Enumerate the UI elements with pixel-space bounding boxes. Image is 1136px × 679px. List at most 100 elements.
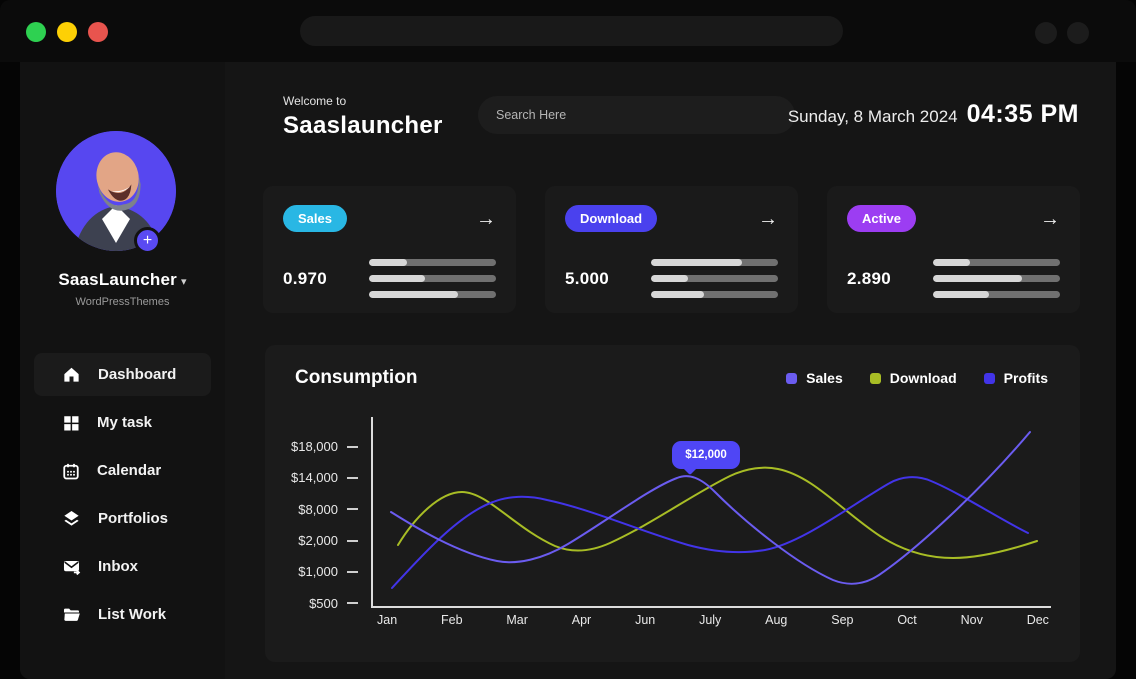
sales-series-line — [390, 431, 1031, 585]
sidebar-item-portfolios[interactable]: Portfolios — [34, 497, 211, 540]
progress-bar — [933, 291, 1060, 298]
progress-bar — [651, 291, 778, 298]
stat-value: 2.890 — [847, 268, 892, 288]
stat-cards: Sales → 0.970 Download — [263, 186, 1080, 313]
download-series-line — [397, 466, 1038, 560]
window-control-green-icon[interactable] — [26, 22, 46, 42]
main-content: Welcome to Saaslauncher Sunday, 8 March … — [225, 62, 1116, 679]
progress-bar — [369, 275, 496, 282]
x-axis-labels: Jan Feb Mar Apr Jun July Aug Sep Oct Nov… — [377, 613, 1049, 627]
status-badge: Sales — [283, 205, 347, 232]
progress-bar — [369, 291, 496, 298]
sidebar-item-label: Portfolios — [98, 510, 168, 527]
sidebar-item-label: My task — [97, 414, 153, 431]
x-tick-label: Mar — [506, 613, 528, 627]
y-tick-label: $8,000 — [298, 501, 338, 517]
chevron-down-icon[interactable]: ▾ — [180, 276, 187, 288]
sidebar-item-label: Calendar — [97, 462, 162, 479]
y-tick — [347, 570, 358, 573]
sidebar-item-my-task[interactable]: My task — [34, 401, 211, 444]
chart-title: Consumption — [295, 367, 418, 388]
y-tick — [347, 476, 358, 479]
x-tick-label: Nov — [960, 613, 983, 627]
arrow-right-icon[interactable]: → — [476, 207, 496, 230]
sidebar-item-list-work[interactable]: List Work — [34, 593, 211, 636]
home-icon — [64, 367, 79, 382]
plus-icon: + — [142, 232, 153, 249]
x-tick-label: Oct — [897, 613, 917, 627]
arrow-right-icon[interactable]: → — [758, 207, 778, 230]
status-badge: Download — [565, 205, 658, 232]
legend-item-profits[interactable]: Profits — [983, 370, 1048, 386]
y-tick-label: $2,000 — [298, 533, 338, 549]
browser-extension-icon[interactable] — [1035, 22, 1057, 44]
progress-bar — [651, 275, 778, 282]
stat-card-active: Active → 2.890 — [827, 186, 1080, 313]
date-text: Sunday, 8 March 2024 — [787, 107, 958, 126]
grid-icon — [64, 415, 79, 430]
y-tick — [347, 445, 358, 448]
window-control-yellow-icon[interactable] — [57, 22, 77, 42]
sidebar-item-label: Inbox — [98, 558, 138, 575]
sidebar-item-label: List Work — [98, 606, 167, 623]
sidebar-item-label: Dashboard — [98, 366, 177, 383]
avatar[interactable]: + — [56, 131, 176, 254]
legend-color-dot — [869, 372, 881, 384]
browser-profile-icon[interactable] — [1067, 22, 1089, 44]
app-window: + SaasLauncher ▾ WordPressThemes Dashboar… — [20, 62, 1116, 679]
layers-icon — [64, 510, 79, 526]
progress-bars — [933, 259, 1060, 298]
progress-bars — [651, 259, 778, 298]
legend-item-download[interactable]: Download — [869, 370, 957, 386]
status-badge: Active — [847, 205, 917, 232]
folder-icon — [63, 608, 80, 621]
stat-value: 0.970 — [283, 268, 328, 288]
progress-bar — [933, 275, 1060, 282]
x-tick-label: Feb — [441, 613, 463, 627]
consumption-chart-card: Consumption Sales Download Profits — [265, 345, 1080, 662]
arrow-right-icon[interactable]: → — [1040, 207, 1060, 230]
progress-bar — [933, 259, 1060, 266]
search-bar — [478, 96, 795, 134]
stat-card-download: Download → 5.000 — [545, 186, 798, 313]
y-tick-label: $14,000 — [291, 470, 338, 486]
sidebar: + SaasLauncher ▾ WordPressThemes Dashboar… — [20, 62, 225, 679]
legend-color-dot — [786, 372, 798, 384]
progress-bar — [651, 259, 778, 266]
x-tick-label: July — [699, 613, 722, 627]
datetime: Sunday, 8 March 2024 04:35 PM — [788, 100, 1079, 129]
y-tick-label: $1,000 — [298, 564, 338, 580]
stat-card-sales: Sales → 0.970 — [263, 186, 516, 313]
search-input[interactable] — [478, 96, 795, 134]
sidebar-item-calendar[interactable]: Calendar — [34, 449, 211, 492]
page-title: Saaslauncher — [283, 112, 443, 139]
browser-chrome — [0, 0, 1136, 62]
line-chart — [371, 417, 1051, 608]
welcome-text: Welcome to — [283, 94, 347, 108]
chart-tooltip: $12,000 — [672, 441, 740, 469]
x-tick-label: Apr — [571, 613, 592, 627]
chart-legend: Sales Download Profits — [786, 370, 1048, 386]
window-control-red-icon[interactable] — [88, 22, 108, 42]
sidebar-item-dashboard[interactable]: Dashboard — [34, 353, 211, 396]
stat-value: 5.000 — [565, 268, 610, 288]
progress-bar — [369, 259, 496, 266]
add-profile-button[interactable]: + — [134, 227, 161, 254]
x-tick-label: Aug — [765, 613, 788, 627]
profits-series-line — [391, 476, 1029, 589]
progress-bars — [369, 259, 496, 298]
envelope-arrow-icon — [63, 560, 81, 576]
legend-item-sales[interactable]: Sales — [786, 370, 843, 386]
x-tick-label: Jun — [635, 613, 656, 627]
time-text: 04:35 PM — [966, 100, 1079, 128]
profile-subtitle: WordPressThemes — [75, 296, 170, 308]
x-tick-label: Dec — [1026, 613, 1049, 627]
y-axis-labels: $18,000 $14,000 $8,000 $2,000 $1,000 $50… — [265, 431, 358, 619]
y-tick — [347, 602, 358, 605]
sidebar-item-inbox[interactable]: Inbox — [34, 545, 211, 588]
x-tick-label: Jan — [377, 613, 398, 627]
y-tick-label: $500 — [309, 595, 338, 611]
profile-name[interactable]: SaasLauncher ▾ — [58, 270, 187, 289]
address-bar[interactable] — [300, 16, 843, 46]
